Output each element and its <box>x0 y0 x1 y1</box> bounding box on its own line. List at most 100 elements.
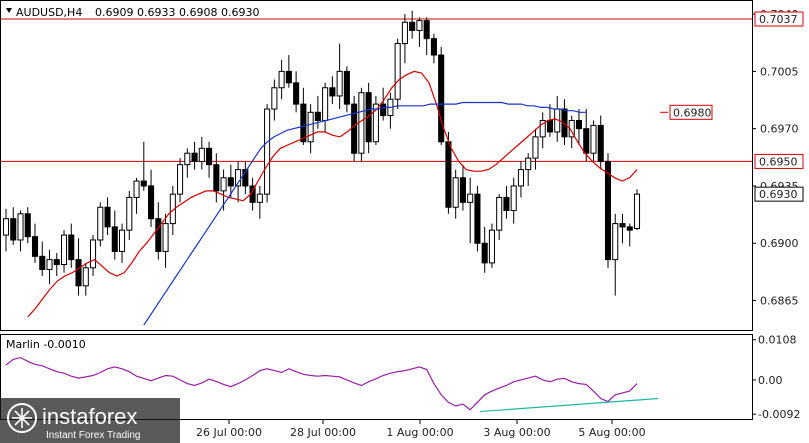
current-price-label: 0.6930 <box>759 188 798 201</box>
bearish-candle <box>619 223 626 228</box>
bullish-candle <box>177 164 184 195</box>
marlin-line <box>5 356 638 411</box>
bullish-candle <box>322 87 329 121</box>
bullish-candle <box>452 177 459 208</box>
bullish-candle <box>60 234 68 266</box>
bullish-candle <box>416 20 423 31</box>
bearish-candle <box>285 70 292 84</box>
bullish-candle <box>336 70 343 97</box>
annotation-box <box>669 104 713 120</box>
bullish-candle <box>220 177 227 192</box>
level-label: 0.6950 <box>759 155 798 168</box>
bearish-candle <box>604 160 612 261</box>
bullish-candle <box>256 193 263 203</box>
bullish-candle <box>271 87 278 110</box>
red-moving-average-line <box>27 70 638 318</box>
bearish-candle <box>24 213 31 238</box>
bearish-candle <box>343 70 350 105</box>
time-tick-label: 28 Jul 00:00 <box>290 426 356 439</box>
bullish-candle <box>198 147 205 162</box>
indicator-tick-label: -0.0092 <box>758 408 800 421</box>
dropdown-triangle-icon[interactable] <box>6 8 12 13</box>
price-panel: 0.6980 <box>0 0 753 331</box>
bullish-candle <box>184 152 191 166</box>
bearish-candle <box>148 185 155 220</box>
price-levels: 0.6980 <box>1 18 752 162</box>
bearish-candle <box>314 111 321 121</box>
bullish-candle <box>278 70 285 89</box>
bullish-candle <box>358 92 365 154</box>
bullish-candle <box>2 218 10 236</box>
bullish-candle <box>467 193 474 203</box>
bearish-candle <box>481 242 488 264</box>
bearish-candle <box>53 259 60 266</box>
bullish-candle <box>89 239 97 269</box>
bearish-candle <box>430 38 437 56</box>
indicator-tick-label: 0.00 <box>758 374 783 387</box>
bearish-candle <box>191 152 198 162</box>
level-label-box <box>754 11 804 27</box>
bearish-candle <box>474 193 481 244</box>
bearish-candle <box>351 103 358 154</box>
watermark-tagline: Instant Forex Trading <box>46 430 141 441</box>
bullish-candle <box>17 213 24 241</box>
bearish-candle <box>31 236 39 257</box>
bearish-candle <box>597 124 604 162</box>
bearish-candle <box>438 54 445 143</box>
bearish-candle <box>546 119 554 133</box>
bearish-candle <box>503 196 510 212</box>
level-label: 0.7037 <box>759 13 798 26</box>
bullish-candle <box>510 185 517 212</box>
price-tick-label: 0.7005 <box>760 65 799 78</box>
bearish-candle <box>293 82 300 105</box>
bearish-candle <box>140 180 147 187</box>
indicator-axis: 0.0108 0.00 -0.0092 <box>752 334 800 421</box>
bullish-candle <box>235 169 242 187</box>
bullish-candle <box>119 229 126 252</box>
indicator-title: Marlin -0.0010 <box>6 338 86 351</box>
time-tick-label: 26 Jul 00:00 <box>196 426 262 439</box>
bullish-candle <box>307 111 314 143</box>
bearish-candle <box>104 206 111 228</box>
bearish-candle <box>242 169 249 187</box>
bearish-candle <box>409 21 416 31</box>
bullish-candle <box>633 193 641 230</box>
level-label-box <box>754 153 804 169</box>
bearish-candle <box>227 177 234 187</box>
indicator-tick-label: 0.0108 <box>758 334 797 347</box>
bullish-candle <box>488 229 495 264</box>
price-tick-label: 0.6865 <box>760 295 799 308</box>
moving-averages <box>27 70 638 326</box>
bearish-candle <box>213 164 220 192</box>
ohlc-values: 0.6909 0.6933 0.6908 0.6930 <box>95 6 259 19</box>
bullish-candle <box>517 169 524 187</box>
candles <box>2 10 641 296</box>
bearish-candle <box>575 119 583 130</box>
bearish-candle <box>206 147 213 166</box>
bullish-candle <box>612 223 619 261</box>
price-panel-frame <box>0 0 753 331</box>
bearish-candle <box>68 234 75 261</box>
price-tick-label: 0.6900 <box>760 237 799 250</box>
bullish-candle <box>97 206 104 241</box>
annotation-label: 0.6980 <box>673 106 712 119</box>
divergence-trend-line <box>479 397 659 413</box>
bullish-candle <box>532 136 539 159</box>
bullish-candle <box>525 157 532 171</box>
bearish-candle <box>445 141 452 208</box>
watermark: instaforex Instant Forex Trading <box>0 398 180 443</box>
price-tick-label: 0.6970 <box>760 123 799 136</box>
bearish-candle <box>329 87 336 97</box>
bearish-candle <box>583 128 590 154</box>
bearish-candle <box>423 20 430 40</box>
time-tick-label: 1 Aug 00:00 <box>386 426 453 439</box>
blue-moving-average-line <box>143 101 587 326</box>
bearish-candle <box>111 226 118 252</box>
bearish-candle <box>10 218 17 241</box>
bullish-candle <box>394 43 401 100</box>
current-price-box <box>754 186 804 202</box>
bullish-candle <box>401 21 408 45</box>
bearish-candle <box>380 103 387 117</box>
bullish-candle <box>162 223 169 252</box>
